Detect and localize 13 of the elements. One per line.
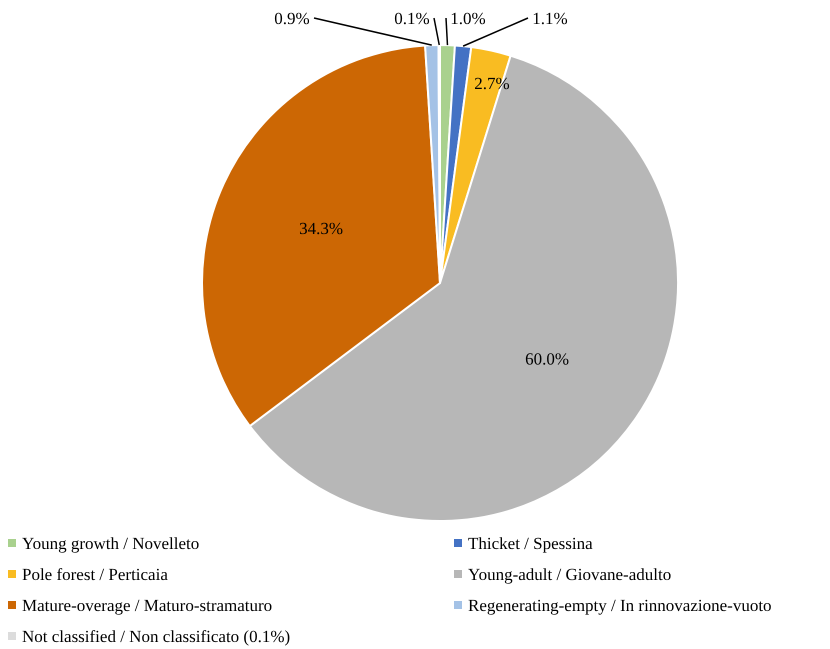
- legend-label: Thicket / Spessina: [468, 534, 594, 553]
- legend-label: Young growth / Novelleto: [22, 534, 200, 553]
- legend-label: Not classified / Non classificato (0.1%): [22, 626, 290, 646]
- legend-label: Mature-overage / Maturo-stramaturo: [22, 596, 272, 615]
- data-label: 60.0%: [525, 349, 569, 368]
- data-label: 0.1%: [394, 8, 430, 28]
- data-label: 0.9%: [274, 8, 310, 28]
- data-label: 34.3%: [299, 219, 344, 238]
- legend-label: Pole forest / Perticaia: [22, 564, 168, 584]
- data-label: 1.1%: [532, 8, 568, 28]
- legend-label: Regenerating-empty / In rinnovazione-vuoto: [468, 596, 772, 615]
- legend-label: Young-adult / Giovane-adulto: [468, 564, 672, 584]
- data-label: 1.0%: [450, 8, 486, 28]
